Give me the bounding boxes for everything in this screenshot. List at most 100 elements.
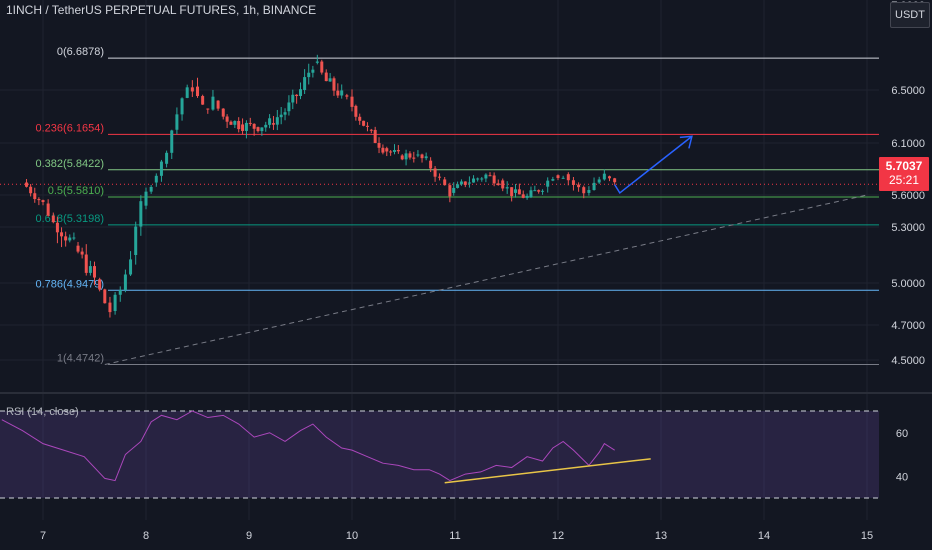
candle-body — [98, 279, 102, 290]
candle-body — [29, 186, 33, 194]
fib-level-label: 0.382(5.8422) — [36, 158, 105, 170]
candle-body — [521, 194, 525, 198]
candle-body — [525, 195, 529, 198]
price-tick-label: 5.3000 — [891, 222, 925, 234]
rsi-tick-label: 40 — [896, 471, 908, 483]
candle-body — [216, 100, 220, 109]
candle-body — [433, 168, 437, 177]
candle-body — [118, 290, 122, 295]
candle-body — [597, 179, 601, 183]
candle-body — [546, 180, 550, 187]
dashed-trendline — [104, 194, 868, 366]
price-tick-label: 4.5000 — [891, 355, 925, 367]
axes: 6.5000 6.1000 5.6000 5.3000 5.0000 4.7000 4.50… — [40, 0, 925, 542]
candle-body — [123, 274, 127, 290]
candle-body — [345, 95, 349, 97]
grid — [0, 0, 932, 520]
candle-body — [76, 245, 80, 252]
candle-body — [492, 175, 496, 184]
candle-body — [416, 154, 420, 156]
candle-body — [480, 178, 484, 180]
projection-arrowhead — [679, 135, 693, 149]
candle-body — [175, 114, 179, 130]
candle-body — [80, 251, 84, 255]
rsi-tick-label: 60 — [896, 428, 908, 440]
fib-level-label: 1(4.4742) — [57, 353, 104, 365]
candle-body — [206, 108, 210, 110]
candle-body — [429, 160, 433, 169]
price-tick-label: 5.6000 — [891, 190, 925, 202]
candle-body — [385, 148, 389, 152]
time-tick-label: 7 — [40, 530, 46, 542]
price-badge: 5.7037 25:21 — [879, 157, 929, 191]
candle-body — [488, 175, 492, 177]
candle-body — [84, 254, 88, 273]
time-tick-label: 13 — [655, 530, 667, 542]
candle-countdown: 25:21 — [888, 173, 920, 187]
candle-body — [377, 142, 381, 148]
candle-body — [134, 226, 138, 255]
candle-body — [244, 122, 248, 131]
candle-body — [392, 150, 396, 152]
candle-body — [33, 193, 37, 200]
candle-body — [472, 178, 476, 183]
candle-body — [571, 180, 575, 185]
chart-title: 1INCH / TetherUS PERPETUAL FUTURES, 1h, … — [6, 3, 317, 17]
candle-body — [320, 61, 324, 73]
candle-body — [196, 86, 199, 97]
candle-body — [256, 127, 260, 132]
candle-body — [467, 182, 471, 184]
candle-body — [108, 302, 112, 313]
candle-body — [311, 69, 315, 73]
price-plot[interactable]: 0(6.6878) 0.236(6.1654) 0.382(5.8422) 0.5(5… — [0, 46, 879, 366]
candle-body — [484, 174, 488, 179]
candle-body — [608, 176, 611, 179]
current-price: 5.7037 — [885, 159, 923, 173]
candle-body — [37, 199, 41, 201]
candle-body — [64, 236, 68, 241]
candle-body — [582, 187, 586, 194]
candle-body — [537, 190, 541, 192]
candle-body — [233, 120, 237, 125]
candle-body — [221, 108, 225, 117]
candle-body — [241, 124, 245, 131]
candle-body — [307, 72, 311, 78]
candle-body — [420, 154, 424, 159]
candle-body — [456, 184, 460, 188]
candle-body — [229, 121, 233, 125]
candle-body — [505, 187, 509, 189]
candle-body — [412, 157, 416, 159]
candle-body — [577, 184, 581, 188]
candle-body — [533, 190, 537, 192]
candle-body — [303, 77, 307, 90]
candle-body — [592, 182, 596, 191]
candle-body — [350, 96, 354, 107]
candle-body — [324, 72, 328, 82]
candle-body — [201, 96, 205, 105]
candle-body — [438, 176, 442, 178]
fib-level-label: 0.786(4.9479) — [36, 278, 105, 290]
candle-body — [541, 190, 545, 192]
candle-body — [144, 191, 148, 206]
candle-body — [237, 120, 241, 130]
candle-body — [315, 61, 319, 63]
price-tick-label: 4.7000 — [891, 320, 925, 332]
candle-body — [404, 153, 408, 160]
candle-body — [566, 174, 570, 181]
candle-body — [362, 120, 366, 126]
time-tick-label: 14 — [758, 530, 770, 542]
candle-body — [68, 237, 72, 241]
candle-body — [587, 190, 591, 193]
candle-body — [41, 200, 45, 203]
currency-unit[interactable]: USDT — [890, 2, 930, 28]
candle-body — [159, 161, 163, 176]
candle-body — [291, 94, 295, 103]
candle-body — [55, 222, 59, 233]
candle-body — [551, 179, 555, 181]
candle-body — [271, 123, 275, 125]
candle-body — [275, 117, 279, 125]
time-tick-label: 12 — [552, 530, 564, 542]
rsi-panel: 60 40 — [0, 410, 908, 499]
candle-body — [340, 90, 344, 96]
